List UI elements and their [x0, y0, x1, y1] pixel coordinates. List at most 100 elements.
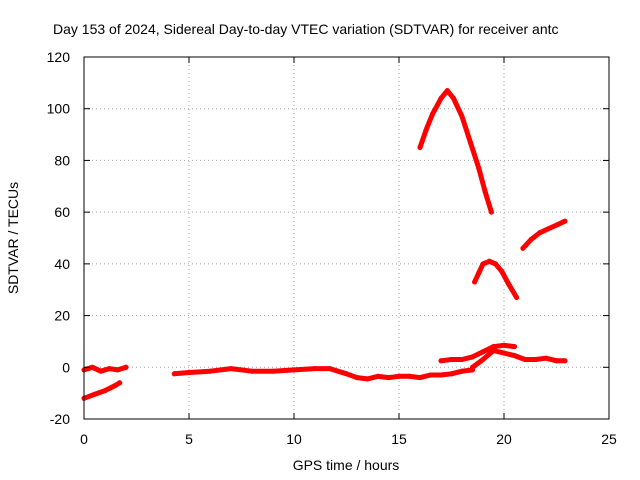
data-point	[488, 209, 494, 215]
data-point	[228, 366, 234, 372]
data-point	[344, 371, 349, 377]
data-point	[407, 373, 412, 379]
data-point	[499, 269, 505, 275]
series-line-3	[171, 366, 475, 382]
ticks	[83, 56, 610, 420]
data-point	[554, 222, 559, 228]
data-point	[449, 357, 454, 362]
data-point	[270, 368, 276, 374]
x-tick-label: 0	[80, 431, 88, 447]
data-point	[470, 364, 475, 370]
data-point	[562, 218, 568, 224]
data-point	[467, 139, 473, 145]
data-point	[533, 357, 538, 362]
data-point	[123, 364, 129, 370]
data-point	[501, 350, 507, 356]
data-point	[438, 95, 444, 101]
data-point	[396, 373, 402, 379]
data-point	[493, 261, 499, 267]
y-tick-label: 0	[62, 359, 70, 375]
x-tick-label: 10	[286, 431, 302, 447]
data-point	[537, 230, 543, 236]
data-point	[291, 367, 297, 373]
data-point	[459, 114, 465, 119]
data-point	[171, 371, 177, 377]
y-tick-label: 40	[54, 256, 70, 272]
data-point	[480, 357, 486, 362]
data-point	[106, 366, 112, 372]
series-group	[81, 88, 568, 401]
y-axis-title: SDTVAR / TECUs	[5, 182, 21, 294]
data-point	[186, 370, 192, 375]
data-point	[459, 357, 465, 362]
data-point	[423, 126, 429, 132]
data-point	[417, 375, 423, 381]
x-tick-label: 5	[185, 431, 193, 447]
data-point	[482, 189, 488, 194]
data-point	[449, 371, 454, 377]
data-point	[514, 295, 520, 300]
y-tick-label: -20	[50, 411, 70, 427]
data-point	[543, 355, 549, 361]
data-point	[562, 358, 568, 364]
data-point	[438, 372, 444, 378]
y-tick-label: 20	[54, 308, 70, 324]
data-point	[117, 380, 123, 386]
y-tick-label: 100	[47, 101, 71, 117]
data-point	[528, 236, 534, 242]
data-point	[512, 344, 517, 350]
data-point	[476, 270, 482, 276]
series-line-8	[470, 348, 568, 370]
y-tick-labels: -20 0 20 40 60 80 100 120	[47, 49, 71, 427]
data-point	[430, 111, 436, 117]
data-point	[491, 348, 496, 353]
data-point	[480, 349, 486, 355]
data-point	[92, 391, 97, 397]
data-point	[375, 373, 381, 379]
data-point	[470, 354, 475, 360]
x-tick-labels: 0 5 10 15 20 25	[80, 431, 617, 447]
data-point	[102, 388, 108, 394]
data-point	[522, 357, 528, 362]
data-point	[386, 375, 391, 381]
data-point	[444, 88, 450, 94]
x-tick-label: 20	[496, 431, 512, 447]
data-point	[365, 376, 370, 382]
y-tick-label: 120	[47, 49, 71, 65]
data-point	[89, 364, 95, 370]
grid	[84, 57, 609, 419]
data-point	[472, 279, 478, 285]
data-point	[417, 145, 423, 150]
y-tick-label: 80	[54, 152, 70, 168]
data-point	[520, 245, 526, 251]
data-point	[113, 382, 118, 388]
data-point	[327, 366, 333, 372]
data-point	[501, 342, 507, 348]
data-point	[451, 95, 457, 101]
data-point	[115, 367, 121, 373]
data-point	[480, 261, 486, 267]
data-point	[554, 358, 559, 364]
y-tick-label: 60	[54, 204, 70, 220]
data-point	[505, 280, 511, 286]
data-point	[249, 368, 255, 374]
data-point	[486, 258, 492, 264]
data-point	[438, 358, 444, 364]
data-point	[459, 368, 465, 374]
series-line-5	[472, 258, 520, 300]
data-point	[428, 372, 433, 378]
x-axis-title: GPS time / hours	[293, 457, 400, 473]
data-point	[98, 368, 104, 374]
plot-frame	[83, 56, 610, 420]
x-tick-label: 15	[391, 431, 407, 447]
data-point	[354, 375, 360, 381]
data-point	[207, 368, 213, 374]
data-point	[512, 353, 517, 359]
data-point	[491, 344, 496, 350]
data-point	[545, 226, 551, 232]
chart-title: Day 153 of 2024, Sidereal Day-to-day VTE…	[53, 21, 559, 37]
data-point	[476, 165, 482, 171]
x-tick-label: 25	[601, 431, 617, 447]
data-point	[312, 366, 318, 372]
